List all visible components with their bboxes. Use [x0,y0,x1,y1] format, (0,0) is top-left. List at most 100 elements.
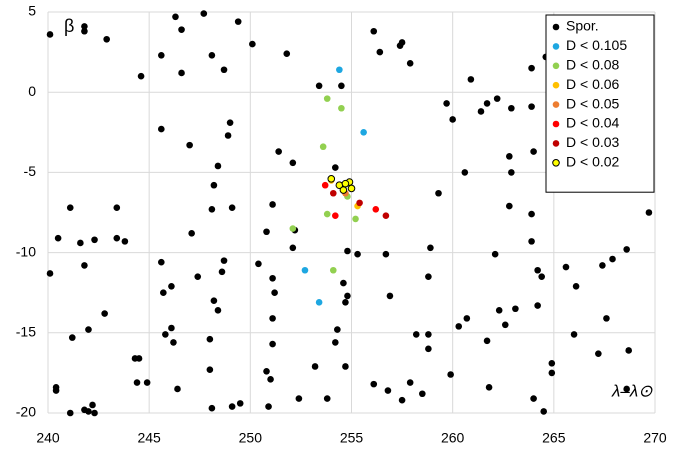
point [319,143,327,151]
point [512,305,519,313]
point [234,18,242,25]
point [491,250,499,258]
point [406,60,414,67]
point [340,279,347,287]
point [461,169,469,176]
point [323,210,331,218]
point [425,345,432,353]
point [54,234,62,242]
point [347,184,356,193]
point [354,250,361,258]
point [46,270,54,277]
point [77,239,84,247]
point [548,359,556,367]
point [68,334,76,341]
point [570,331,578,338]
legend-label: Spor. [566,18,599,34]
point [160,289,167,297]
y-axis-label: β [64,16,74,36]
point [603,315,610,322]
point [89,401,96,409]
point [495,307,503,314]
point [477,108,485,115]
point [170,339,177,346]
point [338,82,345,90]
point [143,379,151,386]
point [508,169,515,176]
point [342,363,349,370]
point [449,116,456,123]
point [81,23,88,30]
point [162,331,169,338]
point [435,189,442,197]
point [269,315,276,322]
point [382,212,390,220]
point [528,238,535,245]
point [214,162,222,170]
point [81,27,88,35]
x-axis-label: λ–λ⊙ [611,381,653,400]
point [344,292,351,300]
x-tick-label: 240 [36,430,60,446]
point [194,273,202,280]
point [370,27,378,35]
x-tick-label: 245 [137,430,161,446]
point [178,69,185,77]
point [210,181,218,189]
y-tick-label: -15 [16,324,36,340]
point [323,395,331,402]
point [386,292,394,300]
y-tick-label: -20 [16,404,36,420]
point [208,52,216,59]
point [66,204,74,211]
point [540,408,548,415]
legend-label: D < 0.04 [566,115,620,131]
point [206,366,214,373]
point [485,384,493,391]
y-tick-label: -5 [24,163,37,179]
x-tick-label: 260 [441,430,465,446]
legend-label: D < 0.08 [566,57,620,73]
point [595,350,602,357]
point [158,125,165,133]
point [135,355,143,362]
point [220,257,228,264]
point [66,409,74,417]
point [168,282,175,290]
point [332,164,339,171]
point [178,26,185,33]
point [625,347,632,354]
point [372,205,380,213]
point [338,104,345,112]
point [599,262,606,269]
point [289,244,297,252]
legend-label: D < 0.105 [566,37,627,53]
point [506,153,513,160]
point [210,297,218,305]
legend-label: D < 0.06 [566,76,620,92]
point [332,212,339,220]
point [267,376,274,383]
legend-box [545,14,655,193]
x-tick-label: 270 [643,430,667,446]
point [269,201,276,208]
point [158,52,165,59]
legend-label: D < 0.03 [566,134,620,150]
point [263,228,270,236]
point [101,310,108,317]
point [336,66,343,74]
point [538,273,545,280]
point [425,331,432,338]
point [327,175,336,183]
point [218,268,226,276]
point [168,324,175,332]
x-tick-label: 250 [239,430,263,446]
y-tick-label: -10 [16,243,36,259]
point [255,260,262,268]
point [534,302,541,309]
point [321,181,329,189]
x-tick-label: 265 [542,430,566,446]
point [352,215,359,223]
point [534,266,541,274]
